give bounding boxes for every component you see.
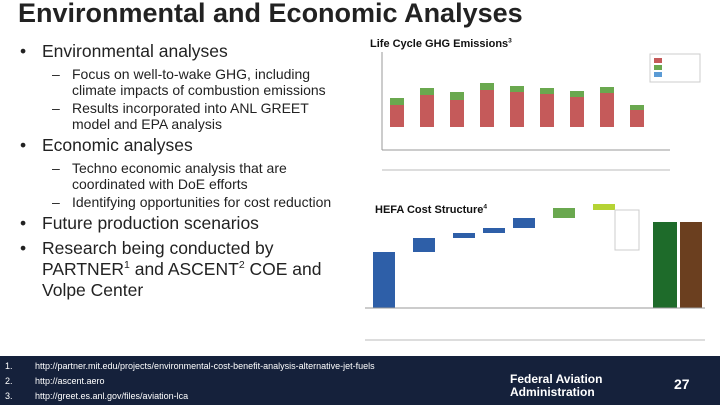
figure-ref: 4 <box>483 203 488 211</box>
bullet-text: Future production scenarios <box>42 213 259 233</box>
agency: Federal Aviation Administration <box>510 372 603 399</box>
bullet-text: Identifying opportunities for cost reduc… <box>72 194 332 210</box>
footnote-ref: 1 <box>124 259 130 272</box>
bullet-text: and ASCENT <box>129 259 239 279</box>
bullet: Economic analyses <box>14 135 344 156</box>
bullet-text: COE and Volpe Center <box>42 259 322 300</box>
waterfall-bars <box>373 204 702 308</box>
bullet-text: Environmental analyses <box>42 41 228 61</box>
bullet-text: Techno economic analysis that are coordi… <box>72 160 287 192</box>
bullet: Future production scenarios <box>14 213 344 234</box>
bullet-text: Focus on well-to-wake GHG, including cli… <box>72 66 326 98</box>
bullet-text: Research being conducted by PARTNER <box>42 238 274 279</box>
figure-title: Life Cycle GHG Emissions3 <box>370 38 512 50</box>
figure-title-text: HEFA Cost Structure <box>375 204 484 216</box>
figure-title-text: Life Cycle GHG Emissions <box>370 38 509 50</box>
sub-bullet: Identifying opportunities for cost reduc… <box>52 194 344 210</box>
footnote-number: 2. <box>5 376 13 386</box>
slide-title: Environmental and Economic Analyses <box>18 0 523 28</box>
bars <box>390 83 644 127</box>
figure-title: HEFA Cost Structure4 <box>375 204 487 216</box>
bullet-list: Environmental analyses Focus on well-to-w… <box>14 38 344 305</box>
footnote-number: 1. <box>5 361 13 371</box>
footnote: 2. http://ascent.aero <box>5 376 105 386</box>
bullet: Research being conducted by PARTNER1 and… <box>14 238 344 301</box>
ghg-chart-image <box>381 52 701 171</box>
footnote-text: http://greet.es.anl.gov/files/aviation-l… <box>35 391 189 401</box>
footnote-text: http://ascent.aero <box>35 376 105 386</box>
footnote-ref: 2 <box>238 259 245 272</box>
footnote: 1. http://partner.mit.edu/projects/enviro… <box>5 361 375 371</box>
sub-bullet: Focus on well-to-wake GHG, including cli… <box>52 66 344 98</box>
footnote-number: 3. <box>5 391 13 401</box>
figure-ref: 3 <box>508 37 512 45</box>
footnote: 3. http://greet.es.anl.gov/files/aviation… <box>5 391 188 401</box>
footnote-text: http://partner.mit.edu/projects/environm… <box>35 361 375 371</box>
page-number: 27 <box>674 376 690 392</box>
bullet-text: Results incorporated into ANL GREET mode… <box>72 100 309 132</box>
bullet-text: Economic analyses <box>42 135 193 155</box>
sub-bullet: Techno economic analysis that are coordi… <box>52 160 344 192</box>
footer: Federal Aviation Administration 27 1. htt… <box>0 356 720 405</box>
hefa-chart-image <box>365 204 705 341</box>
bullet: Environmental analyses <box>14 41 344 62</box>
sub-bullet: Results incorporated into ANL GREET mode… <box>52 100 344 132</box>
